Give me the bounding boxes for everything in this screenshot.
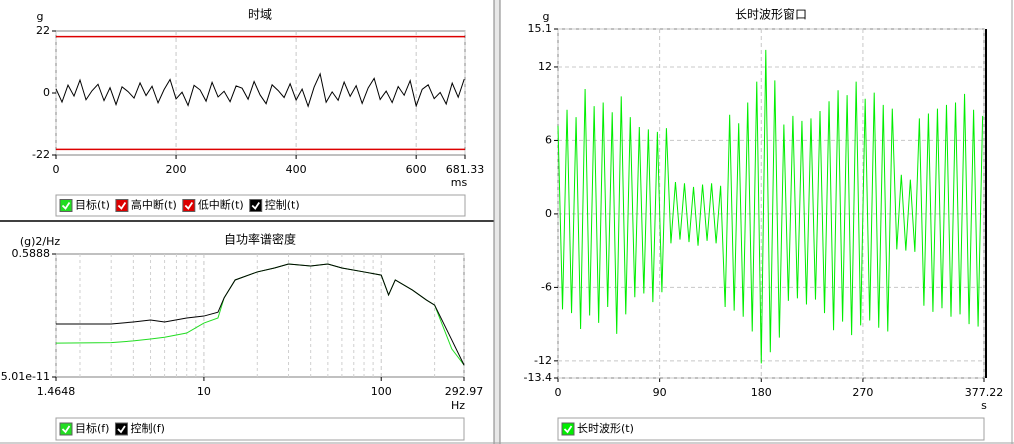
x-axis-unit: s	[981, 399, 987, 412]
legend-label: 目标(f)	[75, 421, 109, 435]
y-axis-label: g	[37, 10, 44, 23]
x-tick-label: 180	[751, 386, 772, 399]
series-line	[55, 72, 465, 108]
series-line	[56, 263, 465, 366]
legend-checkbox[interactable]	[59, 422, 73, 436]
legend	[55, 417, 465, 441]
x-tick-label: 0	[555, 386, 562, 399]
chart-title: 自功率谱密度	[224, 232, 296, 247]
y-tick-label: 15.1	[528, 22, 553, 35]
x-tick-label: 377.22	[965, 386, 1004, 399]
y-axis-label: (g)2/Hz	[20, 235, 61, 248]
x-axis-unit: ms	[451, 176, 468, 189]
y-tick-label: 6	[545, 133, 552, 146]
series-line	[557, 49, 984, 364]
legend	[557, 417, 985, 441]
legend-label: 目标(t)	[75, 198, 110, 212]
x-axis-unit: Hz	[451, 399, 465, 412]
x-tick-label: 681.33	[446, 163, 485, 176]
x-tick-label: 600	[406, 163, 427, 176]
legend-label: 高中断(t)	[131, 198, 177, 212]
legend-check	[61, 202, 71, 210]
x-tick-label: 100	[371, 385, 392, 398]
legend-label: 控制(f)	[130, 421, 164, 435]
plot-area	[55, 30, 466, 156]
x-tick-label: 400	[286, 163, 307, 176]
x-tick-label: 10	[197, 385, 211, 398]
x-tick-label: 270	[852, 386, 873, 399]
chart-title: 时域	[248, 8, 272, 22]
y-tick-label: -22	[32, 148, 50, 161]
plot-area	[55, 253, 465, 378]
legend-check	[61, 425, 71, 434]
y-tick-label: 0.5888	[12, 247, 51, 260]
legend-check	[117, 202, 127, 210]
legend-label: 低中断(t)	[198, 198, 244, 212]
x-tick-label: 90	[653, 386, 667, 399]
legend-checkbox[interactable]	[182, 199, 196, 212]
legend-checkbox[interactable]	[59, 199, 73, 212]
legend-check	[117, 425, 126, 434]
legend-checkbox[interactable]	[249, 199, 263, 212]
legend-check	[251, 202, 260, 210]
x-tick-label: 1.4648	[37, 385, 76, 398]
legend-checkbox[interactable]	[561, 422, 575, 436]
x-tick-label: 0	[53, 163, 60, 176]
y-tick-label: -13.4	[524, 371, 552, 384]
legend-checkbox[interactable]	[115, 199, 129, 212]
y-tick-label: -12	[534, 354, 552, 367]
y-tick-label: 22	[36, 24, 50, 37]
y-tick-label: 5.01e-11	[1, 370, 50, 383]
legend-check	[184, 202, 194, 210]
legend-label: 控制(t)	[265, 198, 300, 212]
splitter	[494, 0, 500, 444]
y-tick-label: -6	[541, 280, 552, 293]
y-tick-label: 0	[43, 86, 50, 99]
legend-check	[563, 425, 573, 434]
chart-title: 长时波形窗口	[735, 8, 807, 22]
y-axis-label: g	[543, 10, 550, 23]
x-tick-label: 200	[166, 163, 187, 176]
y-tick-label: 12	[538, 60, 552, 73]
legend-checkbox[interactable]	[114, 422, 128, 436]
x-tick-label: 292.97	[445, 385, 484, 398]
legend-label: 长时波形(t)	[577, 422, 634, 435]
y-tick-label: 0	[545, 207, 552, 220]
